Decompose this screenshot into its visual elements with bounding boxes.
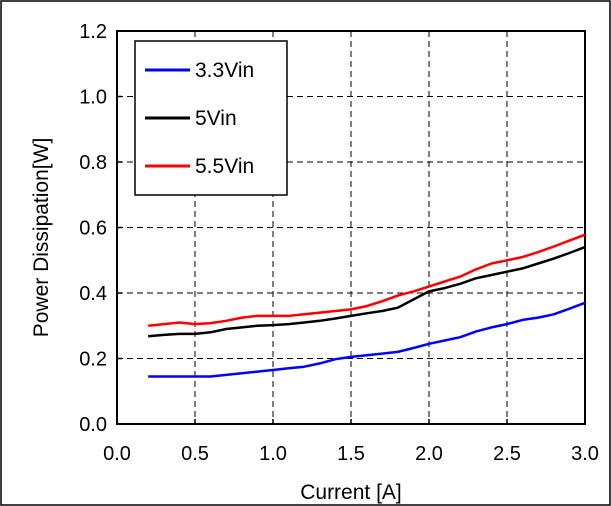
series-lines <box>148 233 586 378</box>
legend-label: 5.5Vin <box>195 155 254 178</box>
y-tick-label: 0.0 <box>79 414 107 436</box>
x-tick-label: 0.5 <box>181 443 209 465</box>
series-line-5vin <box>148 245 586 338</box>
y-axis-title: Power Dissipation[W] <box>30 138 53 338</box>
y-tick-label: 1.0 <box>79 87 107 109</box>
y-tick-label: 0.8 <box>79 152 107 174</box>
series-line-5-5vin <box>148 233 586 328</box>
x-tick-label: 3.0 <box>571 443 599 465</box>
x-tick-label: 2.5 <box>493 443 521 465</box>
x-axis-title: Current [A] <box>300 481 402 504</box>
x-axis-ticks: 0.0 0.5 1.0 1.5 2.0 2.5 3.0 <box>103 419 599 465</box>
x-tick-label: 1.0 <box>259 443 287 465</box>
x-tick-label: 2.0 <box>415 443 443 465</box>
y-tick-label: 0.2 <box>79 349 107 371</box>
x-tick-label: 1.5 <box>337 443 365 465</box>
y-tick-label: 1.2 <box>79 21 107 43</box>
legend-label: 3.3Vin <box>195 59 254 82</box>
legend-label: 5Vin <box>195 107 237 130</box>
series-line-3-3vin <box>148 301 586 378</box>
x-tick-label: 0.0 <box>103 443 131 465</box>
y-axis-ticks: 0.0 0.2 0.4 0.6 0.8 1.0 1.2 <box>79 21 122 436</box>
y-tick-label: 0.6 <box>79 218 107 240</box>
legend: 3.3Vin 5Vin 5.5Vin <box>134 40 288 196</box>
y-tick-label: 0.4 <box>79 283 107 305</box>
